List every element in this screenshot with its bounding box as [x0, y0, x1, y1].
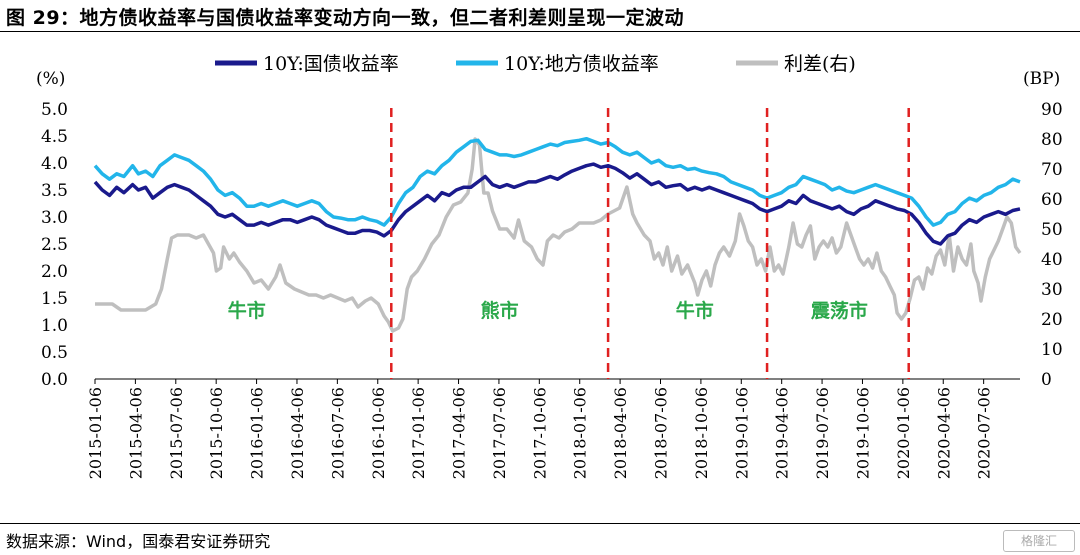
- x-tick-label: 2015-01-06: [86, 387, 105, 479]
- x-tick-label: 2019-10-06: [853, 387, 872, 479]
- y-right-tick-label: 30: [1041, 280, 1063, 300]
- series-line-local-bond: [93, 136, 1021, 227]
- x-tick-label: 2020-01-06: [894, 387, 913, 479]
- x-tick-label: 2016-07-06: [328, 387, 347, 479]
- x-tick-label: 2018-10-06: [692, 387, 711, 479]
- y-right-tick-label: 0: [1041, 370, 1052, 390]
- watermark-logo: 格隆汇: [1003, 530, 1075, 552]
- x-tick-label: 2018-01-06: [571, 387, 590, 479]
- legend-label: 10Y:国债收益率: [263, 53, 399, 75]
- y-right-tick-label: 60: [1041, 190, 1063, 210]
- x-tick-label: 2018-07-06: [652, 387, 671, 479]
- y-left-tick-label: 4.0: [41, 154, 68, 174]
- y-right-tick-label: 40: [1041, 250, 1063, 270]
- title-rule: [0, 31, 1080, 32]
- phase-label: 熊市: [481, 299, 519, 322]
- y-left-tick-label: 1.0: [41, 316, 68, 336]
- y-right-tick-label: 50: [1041, 220, 1063, 240]
- data-source: 数据来源：Wind，国泰君安证券研究: [6, 532, 271, 551]
- y-left-tick-label: 0.0: [41, 370, 68, 390]
- x-tick-label: 2020-04-06: [934, 387, 953, 479]
- x-tick-label: 2017-10-06: [530, 387, 549, 479]
- x-tick-label: 2020-07-06: [975, 387, 994, 479]
- x-tick-label: 2016-04-06: [288, 387, 307, 479]
- footer-rule: [0, 523, 1080, 524]
- y-left-tick-label: 2.0: [41, 262, 68, 282]
- y-left-tick-label: 1.5: [41, 289, 68, 309]
- y-right-tick-label: 70: [1041, 160, 1063, 180]
- y-left-unit: (%): [36, 69, 65, 89]
- y-right-tick-label: 10: [1041, 340, 1063, 360]
- x-tick-label: 2015-07-06: [167, 387, 186, 479]
- x-tick-label: 2017-07-06: [490, 387, 509, 479]
- phase-label: 牛市: [228, 299, 266, 322]
- y-right-tick-label: 20: [1041, 310, 1063, 330]
- phase-label: 牛市: [676, 299, 714, 322]
- figure-title: 图 29：地方债收益率与国债收益率变动方向一致，但二者利差则呈现一定波动: [6, 7, 685, 29]
- phase-label: 震荡市: [811, 299, 868, 322]
- x-tick-label: 2019-01-06: [732, 387, 751, 479]
- y-left-tick-label: 2.5: [41, 235, 68, 255]
- x-tick-label: 2015-10-06: [207, 387, 226, 479]
- x-tick-label: 2017-01-06: [409, 387, 428, 479]
- x-tick-label: 2016-01-06: [248, 387, 267, 479]
- y-right-tick-label: 80: [1041, 130, 1063, 150]
- y-left-tick-label: 0.5: [41, 343, 68, 363]
- y-left-tick-label: 5.0: [41, 100, 68, 120]
- y-left-tick-label: 3.5: [41, 181, 68, 201]
- x-tick-label: 2015-04-06: [126, 387, 145, 479]
- x-tick-label: 2017-04-06: [450, 387, 469, 479]
- y-right-unit: (BP): [1023, 69, 1060, 89]
- series-line-spread: [95, 137, 1022, 333]
- x-tick-label: 2019-07-06: [813, 387, 832, 479]
- series-line-treasury: [93, 162, 1021, 246]
- legend-label: 10Y:地方债收益率: [504, 53, 659, 75]
- y-left-tick-label: 3.0: [41, 208, 68, 228]
- legend-label: 利差(右): [784, 53, 856, 75]
- y-left-tick-label: 4.5: [41, 127, 68, 147]
- x-tick-label: 2018-04-06: [611, 387, 630, 479]
- x-tick-label: 2019-04-06: [773, 387, 792, 479]
- x-tick-label: 2016-10-06: [369, 387, 388, 479]
- y-right-tick-label: 90: [1041, 100, 1063, 120]
